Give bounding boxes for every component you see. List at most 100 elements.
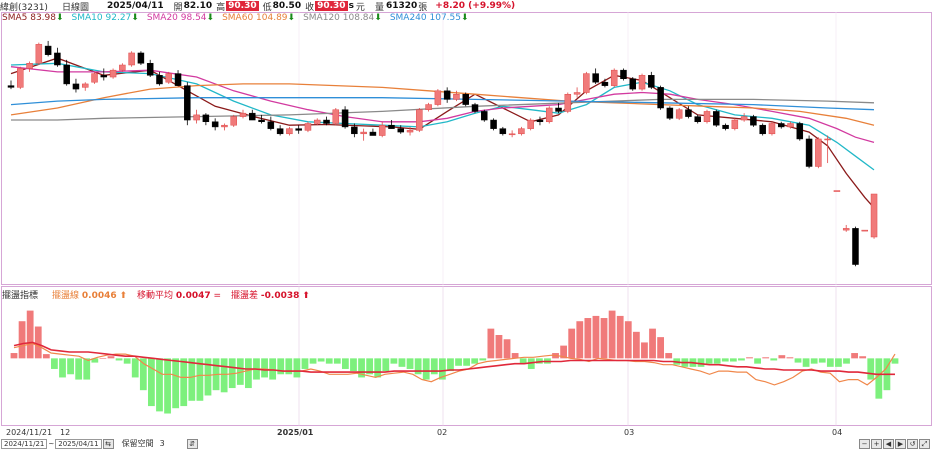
oscillator-bar: [770, 358, 778, 361]
ma-legend-item[interactable]: SMA20 98.54⬇: [147, 13, 214, 25]
x-tick-label: 04: [832, 428, 843, 437]
candle-body: [518, 128, 525, 135]
candle-body: [193, 114, 200, 121]
oscillator-bar: [455, 358, 462, 366]
ma-legend-label: SMA60: [222, 13, 257, 23]
oscillator-bar: [374, 358, 382, 378]
ma-legend-label: SMA120: [303, 13, 343, 23]
candle-body: [601, 81, 609, 86]
candle-body: [174, 73, 182, 86]
keep-space-value[interactable]: 3: [159, 439, 165, 448]
candle-body: [369, 131, 377, 136]
oscillator-bar: [859, 356, 867, 359]
oscillator-bar: [471, 358, 479, 364]
period-label[interactable]: 日線圖: [61, 2, 89, 13]
x-tick-label: 12: [60, 428, 71, 437]
candle-body: [230, 116, 237, 126]
candle-body: [638, 75, 646, 90]
ma-arrow-icon: ⬇: [287, 13, 296, 23]
keep-space-stepper-icon[interactable]: ⇵: [186, 438, 198, 449]
oscillator-bar: [487, 328, 495, 359]
ma-legend-item[interactable]: SMA120 108.84⬇: [303, 13, 382, 25]
ma-line-sma60: [10, 83, 875, 126]
candle-body: [629, 78, 637, 90]
date-range-separator: ~: [48, 439, 55, 448]
expand-icon[interactable]: ⤢: [919, 438, 930, 449]
candle-body: [267, 121, 275, 129]
oscillator-bar: [713, 358, 721, 364]
start-date-input[interactable]: 2024/11/21: [1, 438, 48, 449]
oscillator-bar: [527, 358, 535, 369]
oscillator-bar: [180, 358, 188, 407]
oscillator-bar: [188, 358, 196, 401]
candle-body: [722, 124, 729, 129]
volume-unit: 張: [418, 2, 428, 13]
oscillator-legend-item[interactable]: 擺盪差 -0.0038 ⬆: [231, 288, 310, 301]
ma-legend-value: 104.89: [256, 13, 288, 23]
candle-body: [304, 123, 312, 131]
oscillator-bar: [382, 358, 390, 372]
candle-body: [313, 119, 321, 124]
oscillator-legend-item[interactable]: 擺盪線 0.0046 ⬆: [52, 288, 127, 301]
price-panel[interactable]: [1, 12, 932, 285]
oscillator-bar: [608, 310, 616, 359]
candle-body: [286, 128, 293, 135]
candle-body: [824, 138, 831, 141]
oscillator-bar: [463, 358, 471, 366]
oscillator-panel[interactable]: [1, 286, 932, 426]
candle-body: [713, 111, 720, 126]
oscillator-bar: [107, 356, 115, 359]
candle-body: [295, 128, 302, 131]
end-date-input[interactable]: 2025/04/11: [55, 438, 102, 449]
oscillator-bar: [641, 342, 648, 359]
oscillator-bar: [802, 358, 810, 367]
oscillator-bar: [786, 357, 794, 359]
oscillator-legend-item[interactable]: 移動平均 0.0047 =: [137, 288, 221, 301]
candle-body: [685, 109, 692, 117]
candle-body: [276, 128, 284, 135]
high-label: 高: [216, 2, 226, 13]
range-apply-button[interactable]: ⇆: [102, 438, 114, 449]
oscillator-bar: [366, 358, 374, 375]
candle-body: [731, 119, 739, 129]
oscillator-bar: [390, 358, 398, 364]
oscillator-bar: [503, 339, 511, 359]
candle-body: [666, 107, 674, 119]
oscillator-bar: [495, 335, 503, 359]
candle-body: [35, 44, 43, 64]
reset-view-icon[interactable]: ↺: [907, 438, 918, 449]
scroll-right-icon[interactable]: ▶: [895, 438, 906, 449]
candle-body: [137, 52, 145, 64]
candle-body: [434, 90, 442, 105]
symbol-name[interactable]: 緯創(3231): [0, 2, 48, 13]
candle-body: [610, 69, 618, 86]
oscillator-bar: [875, 358, 883, 399]
oscillator-bar: [867, 358, 875, 380]
candle-body: [406, 130, 414, 133]
ma-arrow-icon: ⬇: [56, 13, 64, 23]
candle-body: [870, 193, 878, 238]
candle-body: [323, 119, 330, 124]
oscillator-bar: [851, 353, 858, 359]
candle-body: [378, 124, 386, 136]
oscillator-bar: [754, 358, 761, 364]
ma-legend-item[interactable]: SMA5 83.98⬇: [2, 13, 64, 25]
oscillator-title: 擺盪指標: [2, 291, 39, 301]
oscillator-bar: [398, 358, 406, 367]
volume-value: 61320: [385, 1, 418, 11]
oscillator-bar: [479, 358, 487, 361]
oscillator-legend: 擺盪指標 擺盪線 0.0046 ⬆ 移動平均 0.0047 = 擺盪差 -0.003…: [2, 288, 320, 301]
ma-legend-item[interactable]: SMA10 92.27⬇: [72, 13, 139, 25]
zoom-out-icon[interactable]: −: [859, 438, 870, 449]
oscillator-bar: [358, 358, 365, 378]
candle-body: [100, 75, 108, 78]
scroll-left-icon[interactable]: ◀: [883, 438, 894, 449]
ma-legend-item[interactable]: SMA240 107.55⬇: [390, 13, 469, 25]
candle-body: [499, 128, 507, 135]
candle-body: [109, 69, 117, 78]
oscillator-bar: [204, 358, 212, 396]
candle-body: [453, 93, 460, 100]
zoom-in-icon[interactable]: +: [871, 438, 882, 449]
ma-legend-item[interactable]: SMA60 104.89⬇: [222, 13, 295, 25]
